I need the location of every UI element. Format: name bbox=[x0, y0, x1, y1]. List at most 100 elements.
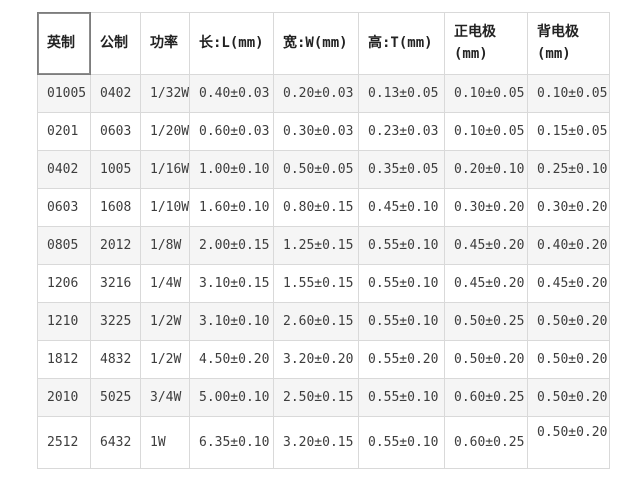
cell-width-w-mm[interactable]: 2.60±0.15 bbox=[273, 302, 359, 341]
table-row: 1812 4832 1/2W 4.50±0.20 3.20±0.20 0.55±0.20 0… bbox=[37, 340, 610, 379]
cell-back-electrode-mm[interactable]: 0.50±0.20 bbox=[527, 302, 610, 341]
cell-metric[interactable]: 2012 bbox=[90, 226, 141, 265]
cell-front-electrode-mm[interactable]: 0.50±0.20 bbox=[444, 340, 528, 379]
cell-power[interactable]: 1/32W bbox=[140, 74, 190, 113]
cell-power[interactable]: 1/2W bbox=[140, 302, 190, 341]
cell-imperial[interactable]: 0402 bbox=[37, 150, 91, 189]
cell-front-electrode-mm[interactable]: 0.45±0.20 bbox=[444, 264, 528, 303]
cell-length-l-mm[interactable]: 1.00±0.10 bbox=[189, 150, 274, 189]
cell-width-w-mm[interactable]: 0.50±0.05 bbox=[273, 150, 359, 189]
cell-back-electrode-mm[interactable]: 0.15±0.05 bbox=[527, 112, 610, 151]
cell-length-l-mm[interactable]: 0.60±0.03 bbox=[189, 112, 274, 151]
cell-back-electrode-mm[interactable]: 0.50±0.20 bbox=[527, 416, 610, 469]
header-row: 英制 公制 功率 长:L(mm) 宽:W(mm) 高:T(mm) 正电极 (mm) 背电极 (… bbox=[37, 12, 610, 75]
cell-length-l-mm[interactable]: 2.00±0.15 bbox=[189, 226, 274, 265]
cell-width-w-mm[interactable]: 3.20±0.20 bbox=[273, 340, 359, 379]
cell-front-electrode-mm[interactable]: 0.50±0.25 bbox=[444, 302, 528, 341]
cell-back-electrode-mm[interactable]: 0.45±0.20 bbox=[527, 264, 610, 303]
cell-power[interactable]: 1/16W bbox=[140, 150, 190, 189]
col-header-imperial[interactable]: 英制 bbox=[37, 12, 91, 75]
cell-imperial[interactable]: 0201 bbox=[37, 112, 91, 151]
cell-height-t-mm[interactable]: 0.55±0.10 bbox=[358, 226, 445, 265]
cell-imperial[interactable]: 01005 bbox=[37, 74, 91, 113]
cell-height-t-mm[interactable]: 0.23±0.03 bbox=[358, 112, 445, 151]
cell-back-electrode-mm[interactable]: 0.50±0.20 bbox=[527, 378, 610, 417]
cell-front-electrode-mm[interactable]: 0.60±0.25 bbox=[444, 416, 528, 469]
table-row: 1206 3216 1/4W 3.10±0.15 1.55±0.15 0.55±0.10 0… bbox=[37, 264, 610, 303]
cell-power[interactable]: 1/4W bbox=[140, 264, 190, 303]
cell-width-w-mm[interactable]: 0.20±0.03 bbox=[273, 74, 359, 113]
cell-back-electrode-mm[interactable]: 0.40±0.20 bbox=[527, 226, 610, 265]
cell-back-electrode-mm[interactable]: 0.25±0.10 bbox=[527, 150, 610, 189]
cell-metric[interactable]: 3225 bbox=[90, 302, 141, 341]
cell-height-t-mm[interactable]: 0.55±0.10 bbox=[358, 302, 445, 341]
cell-length-l-mm[interactable]: 5.00±0.10 bbox=[189, 378, 274, 417]
table-row: 2512 6432 1W 6.35±0.10 3.20±0.15 0.55±0.10 0.6… bbox=[37, 416, 610, 469]
cell-width-w-mm[interactable]: 3.20±0.15 bbox=[273, 416, 359, 469]
col-header-metric[interactable]: 公制 bbox=[90, 12, 141, 75]
cell-length-l-mm[interactable]: 0.40±0.03 bbox=[189, 74, 274, 113]
cell-front-electrode-mm[interactable]: 0.10±0.05 bbox=[444, 74, 528, 113]
cell-height-t-mm[interactable]: 0.35±0.05 bbox=[358, 150, 445, 189]
cell-metric[interactable]: 5025 bbox=[90, 378, 141, 417]
cell-power[interactable]: 3/4W bbox=[140, 378, 190, 417]
cell-height-t-mm[interactable]: 0.55±0.20 bbox=[358, 340, 445, 379]
col-header-power[interactable]: 功率 bbox=[140, 12, 190, 75]
cell-front-electrode-mm[interactable]: 0.30±0.20 bbox=[444, 188, 528, 227]
col-header-height-t-mm[interactable]: 高:T(mm) bbox=[358, 12, 445, 75]
cell-imperial[interactable]: 1812 bbox=[37, 340, 91, 379]
cell-length-l-mm[interactable]: 4.50±0.20 bbox=[189, 340, 274, 379]
cell-imperial[interactable]: 0603 bbox=[37, 188, 91, 227]
cell-front-electrode-mm[interactable]: 0.45±0.20 bbox=[444, 226, 528, 265]
cell-imperial[interactable]: 2010 bbox=[37, 378, 91, 417]
cell-back-electrode-mm[interactable]: 0.30±0.20 bbox=[527, 188, 610, 227]
cell-metric[interactable]: 3216 bbox=[90, 264, 141, 303]
cell-height-t-mm[interactable]: 0.55±0.10 bbox=[358, 264, 445, 303]
cell-height-t-mm[interactable]: 0.13±0.05 bbox=[358, 74, 445, 113]
table-body: 01005 0402 1/32W 0.40±0.03 0.20±0.03 0.13±0.0… bbox=[37, 74, 610, 469]
cell-front-electrode-mm[interactable]: 0.10±0.05 bbox=[444, 112, 528, 151]
table-row: 0201 0603 1/20W 0.60±0.03 0.30±0.03 0.23±0.03… bbox=[37, 112, 610, 151]
cell-height-t-mm[interactable]: 0.55±0.10 bbox=[358, 378, 445, 417]
resistor-package-size-table: 英制 公制 功率 长:L(mm) 宽:W(mm) 高:T(mm) 正电极 (mm) 背电极 (… bbox=[37, 12, 610, 469]
cell-width-w-mm[interactable]: 1.25±0.15 bbox=[273, 226, 359, 265]
cell-front-electrode-mm[interactable]: 0.60±0.25 bbox=[444, 378, 528, 417]
cell-power[interactable]: 1/8W bbox=[140, 226, 190, 265]
cell-width-w-mm[interactable]: 2.50±0.15 bbox=[273, 378, 359, 417]
cell-metric[interactable]: 4832 bbox=[90, 340, 141, 379]
cell-metric[interactable]: 1608 bbox=[90, 188, 141, 227]
table-row: 1210 3225 1/2W 3.10±0.10 2.60±0.15 0.55±0.10 0… bbox=[37, 302, 610, 341]
col-header-back-electrode-mm[interactable]: 背电极 (mm) bbox=[527, 12, 610, 75]
cell-power[interactable]: 1/20W bbox=[140, 112, 190, 151]
table-row: 0805 2012 1/8W 2.00±0.15 1.25±0.15 0.55±0.10 0… bbox=[37, 226, 610, 265]
cell-width-w-mm[interactable]: 0.30±0.03 bbox=[273, 112, 359, 151]
col-header-length-l-mm[interactable]: 长:L(mm) bbox=[189, 12, 274, 75]
cell-power[interactable]: 1/10W bbox=[140, 188, 190, 227]
cell-width-w-mm[interactable]: 0.80±0.15 bbox=[273, 188, 359, 227]
cell-imperial[interactable]: 0805 bbox=[37, 226, 91, 265]
table-row: 01005 0402 1/32W 0.40±0.03 0.20±0.03 0.13±0.0… bbox=[37, 74, 610, 113]
cell-height-t-mm[interactable]: 0.45±0.10 bbox=[358, 188, 445, 227]
cell-back-electrode-mm[interactable]: 0.10±0.05 bbox=[527, 74, 610, 113]
cell-front-electrode-mm[interactable]: 0.20±0.10 bbox=[444, 150, 528, 189]
col-header-width-w-mm[interactable]: 宽:W(mm) bbox=[273, 12, 359, 75]
cell-length-l-mm[interactable]: 3.10±0.15 bbox=[189, 264, 274, 303]
cell-length-l-mm[interactable]: 3.10±0.10 bbox=[189, 302, 274, 341]
cell-height-t-mm[interactable]: 0.55±0.10 bbox=[358, 416, 445, 469]
col-header-front-electrode-mm[interactable]: 正电极 (mm) bbox=[444, 12, 528, 75]
cell-metric[interactable]: 0603 bbox=[90, 112, 141, 151]
cell-length-l-mm[interactable]: 1.60±0.10 bbox=[189, 188, 274, 227]
cell-imperial[interactable]: 1210 bbox=[37, 302, 91, 341]
cell-metric[interactable]: 1005 bbox=[90, 150, 141, 189]
cell-length-l-mm[interactable]: 6.35±0.10 bbox=[189, 416, 274, 469]
table-header: 英制 公制 功率 长:L(mm) 宽:W(mm) 高:T(mm) 正电极 (mm) 背电极 (… bbox=[37, 12, 610, 75]
cell-metric[interactable]: 0402 bbox=[90, 74, 141, 113]
cell-metric[interactable]: 6432 bbox=[90, 416, 141, 469]
cell-power[interactable]: 1/2W bbox=[140, 340, 190, 379]
cell-imperial[interactable]: 1206 bbox=[37, 264, 91, 303]
cell-imperial[interactable]: 2512 bbox=[37, 416, 91, 469]
cell-width-w-mm[interactable]: 1.55±0.15 bbox=[273, 264, 359, 303]
cell-power[interactable]: 1W bbox=[140, 416, 190, 469]
cell-back-electrode-mm[interactable]: 0.50±0.20 bbox=[527, 340, 610, 379]
